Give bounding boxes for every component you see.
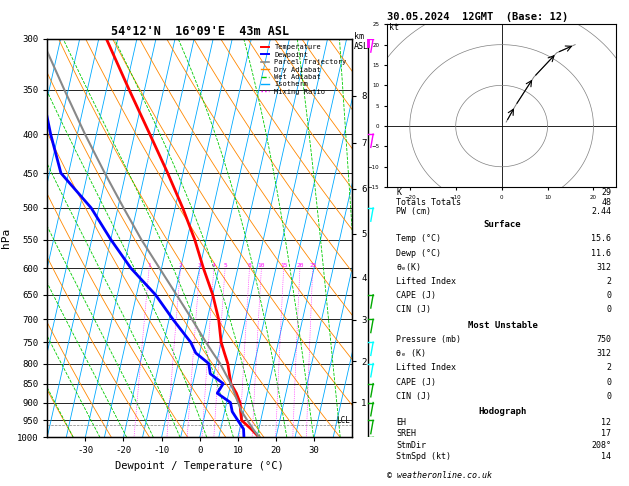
Text: CIN (J): CIN (J) [396,392,431,401]
Text: © weatheronline.co.uk: © weatheronline.co.uk [387,471,492,480]
Legend: Temperature, Dewpoint, Parcel Trajectory, Dry Adiabat, Wet Adiabat, Isotherm, Mi: Temperature, Dewpoint, Parcel Trajectory… [259,42,348,97]
Text: 14: 14 [601,452,611,461]
Text: θₑ (K): θₑ (K) [396,349,426,358]
Text: 15: 15 [280,263,287,268]
Text: K: K [396,188,401,197]
Text: 11.6: 11.6 [591,249,611,258]
Text: kt: kt [389,23,399,33]
Text: 2: 2 [606,364,611,372]
Text: LCL: LCL [337,416,350,425]
Text: Hodograph: Hodograph [479,407,526,416]
Text: PW (cm): PW (cm) [396,207,431,216]
Text: 8: 8 [248,263,252,268]
Text: Totals Totals: Totals Totals [396,198,461,207]
Text: 2: 2 [179,263,182,268]
Text: 312: 312 [596,349,611,358]
Text: 20: 20 [296,263,304,268]
Text: Surface: Surface [484,220,521,229]
Text: θₑ(K): θₑ(K) [396,263,421,272]
Text: 25: 25 [309,263,316,268]
Text: StmDir: StmDir [396,441,426,450]
Text: Lifted Index: Lifted Index [396,277,456,286]
Text: 17: 17 [601,430,611,438]
Text: 48: 48 [601,198,611,207]
Text: 5: 5 [223,263,227,268]
Text: SREH: SREH [396,430,416,438]
Text: 0: 0 [606,291,611,300]
Text: CIN (J): CIN (J) [396,305,431,314]
Text: 0: 0 [606,392,611,401]
Text: Lifted Index: Lifted Index [396,364,456,372]
Text: 3: 3 [198,263,202,268]
Text: Pressure (mb): Pressure (mb) [396,335,461,344]
Title: 54°12'N  16°09'E  43m ASL: 54°12'N 16°09'E 43m ASL [111,25,289,38]
Text: Dewp (°C): Dewp (°C) [396,249,441,258]
Text: 2.44: 2.44 [591,207,611,216]
Text: Most Unstable: Most Unstable [467,321,538,330]
Text: 4: 4 [212,263,216,268]
Text: 208°: 208° [591,441,611,450]
Text: 0: 0 [606,305,611,314]
Text: 312: 312 [596,263,611,272]
Text: 0: 0 [606,378,611,387]
Text: StmSpd (kt): StmSpd (kt) [396,452,451,461]
Text: 30.05.2024  12GMT  (Base: 12): 30.05.2024 12GMT (Base: 12) [387,12,568,22]
X-axis label: Dewpoint / Temperature (°C): Dewpoint / Temperature (°C) [115,461,284,471]
Text: CAPE (J): CAPE (J) [396,291,436,300]
Text: EH: EH [396,418,406,427]
Text: CAPE (J): CAPE (J) [396,378,436,387]
Text: 15.6: 15.6 [591,234,611,243]
Text: 1: 1 [147,263,151,268]
Y-axis label: hPa: hPa [1,228,11,248]
Text: 29: 29 [601,188,611,197]
Text: 750: 750 [596,335,611,344]
Text: 10: 10 [258,263,265,268]
Text: 12: 12 [601,418,611,427]
Text: km
ASL: km ASL [354,32,369,51]
Text: Temp (°C): Temp (°C) [396,234,441,243]
Text: 2: 2 [606,277,611,286]
